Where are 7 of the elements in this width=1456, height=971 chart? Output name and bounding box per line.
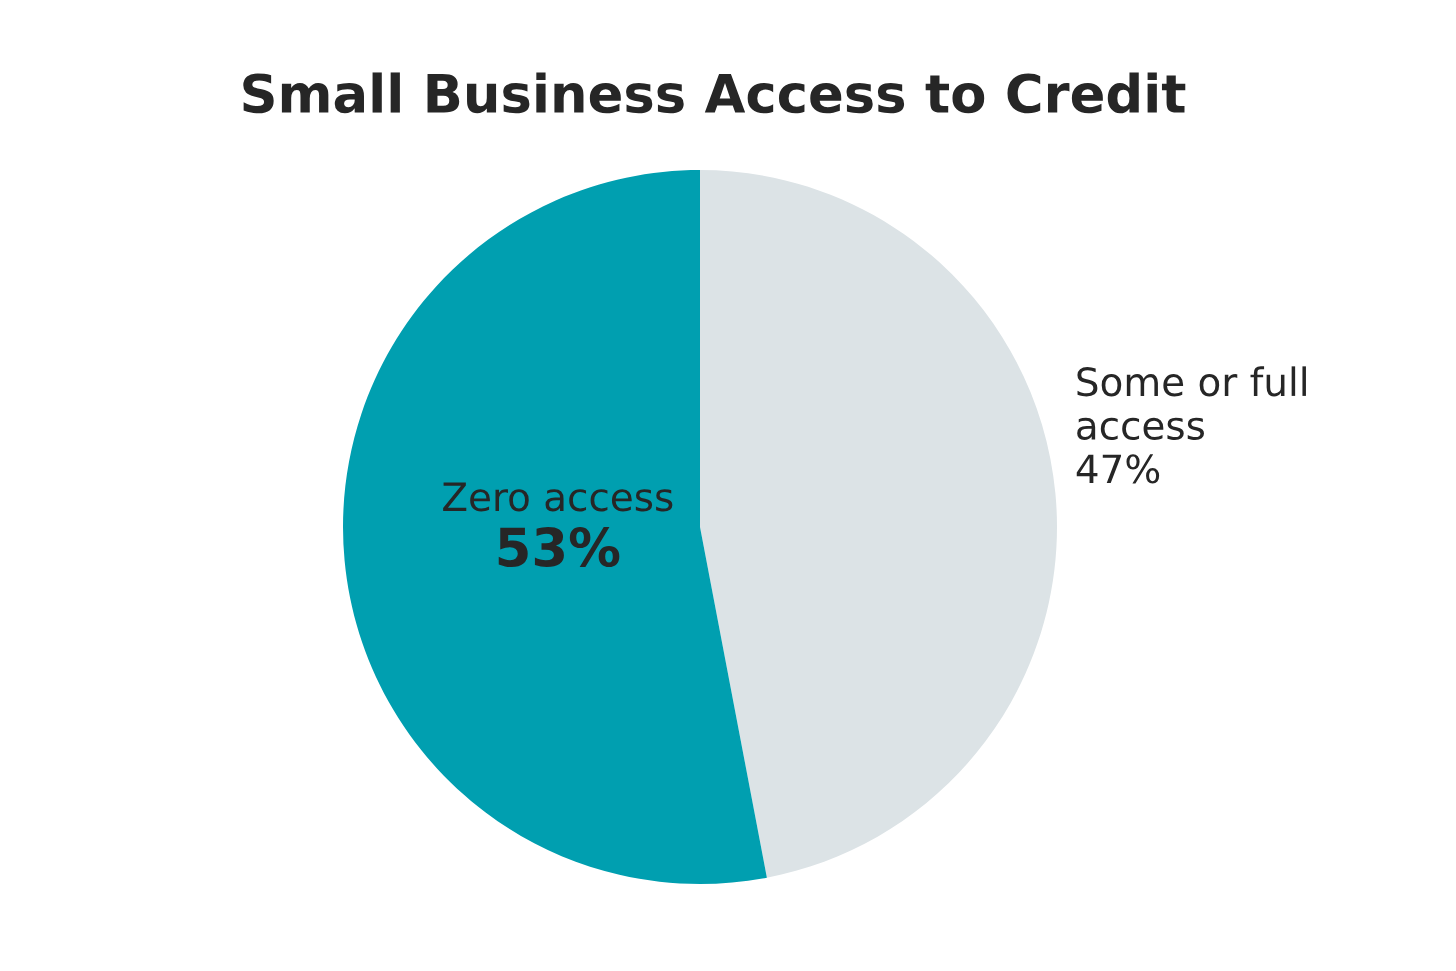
pie-slice xyxy=(700,170,1057,878)
chart-title: Small Business Access to Credit xyxy=(243,72,1186,114)
slice-label: Some or full access xyxy=(1077,366,1306,440)
slice-label: Zero access xyxy=(443,482,673,512)
data-label: 47% xyxy=(1076,454,1160,484)
data-label: 53% xyxy=(498,527,620,568)
pie-slice xyxy=(343,170,767,884)
